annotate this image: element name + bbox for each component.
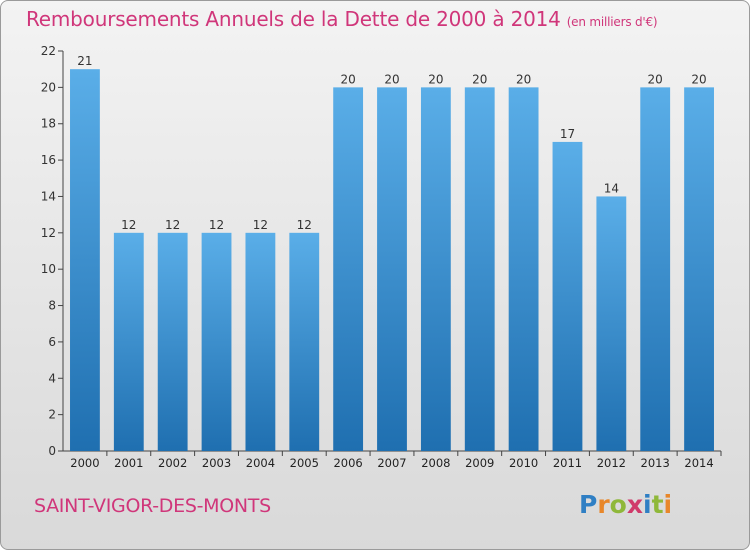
bar-value-label-2003: 12 — [209, 218, 224, 232]
x-tick-label-2000: 2000 — [70, 456, 99, 470]
chart-labels: 2000 21 2001 12 2002 12 2003 12 2004 12 2005 12 2006… — [70, 54, 713, 470]
bar-value-label-2007: 20 — [384, 72, 399, 86]
logo-letter: P — [579, 490, 598, 519]
bar-2004 — [245, 232, 276, 451]
y-tick-label: 18 — [41, 117, 56, 131]
bar-value-label-2000: 21 — [77, 54, 92, 68]
bar-value-label-2002: 12 — [165, 218, 180, 232]
x-tick-label-2004: 2004 — [246, 456, 275, 470]
bar-2006 — [333, 87, 364, 451]
bar-value-label-2011: 17 — [560, 127, 575, 141]
bar-value-label-2006: 20 — [340, 72, 355, 86]
logo-letter: r — [597, 490, 610, 519]
bar-2014 — [684, 87, 714, 451]
bar-value-label-2005: 12 — [297, 218, 312, 232]
bar-2002 — [157, 232, 188, 451]
x-tick-label-2006: 2006 — [333, 456, 362, 470]
y-tick-label: 10 — [41, 262, 56, 276]
x-tick-label-2011: 2011 — [553, 456, 582, 470]
commune-name: SAINT-VIGOR-DES-MONTS — [34, 495, 271, 517]
bar-2009 — [464, 87, 495, 451]
y-tick-label: 20 — [41, 80, 56, 94]
logo-letter: t — [651, 490, 664, 519]
logo-letter: i — [643, 490, 652, 519]
x-tick-label-2014: 2014 — [684, 456, 713, 470]
x-tick-label-2013: 2013 — [641, 456, 670, 470]
chart-bars — [70, 69, 714, 451]
bar-value-label-2010: 20 — [516, 72, 531, 86]
y-tick-label: 22 — [41, 44, 56, 58]
logo-letter: i — [663, 490, 673, 519]
bar-2010 — [508, 87, 539, 451]
bar-2001 — [113, 232, 144, 451]
bar-2003 — [201, 232, 232, 451]
y-tick-label: 4 — [48, 371, 56, 385]
x-tick-label-2010: 2010 — [509, 456, 538, 470]
bar-2013 — [640, 87, 671, 451]
logo-letter: x — [626, 490, 643, 519]
chart-subtitle: (en milliers d'€) — [566, 15, 658, 29]
bar-2008 — [420, 87, 451, 451]
y-tick-label: 0 — [48, 444, 56, 458]
x-tick-label-2003: 2003 — [202, 456, 231, 470]
logo-letter: o — [609, 490, 627, 519]
bar-value-label-2013: 20 — [648, 72, 663, 86]
chart-title-text: Remboursements Annuels de la Dette de 20… — [26, 7, 561, 31]
bar-value-label-2012: 14 — [604, 181, 619, 195]
proxiti-logo: Proxiti — [579, 490, 672, 519]
bar-2012 — [596, 196, 627, 451]
bar-value-label-2008: 20 — [428, 72, 443, 86]
x-tick-label-2012: 2012 — [597, 456, 626, 470]
y-tick-label: 8 — [48, 299, 56, 313]
bar-value-label-2004: 12 — [253, 218, 268, 232]
x-tick-label-2005: 2005 — [290, 456, 319, 470]
y-tick-label: 14 — [41, 189, 56, 203]
bar-2000 — [70, 69, 100, 451]
x-tick-label-2008: 2008 — [421, 456, 450, 470]
y-tick-label: 6 — [48, 335, 56, 349]
bar-value-label-2014: 20 — [691, 72, 706, 86]
chart-title: Remboursements Annuels de la Dette de 20… — [26, 7, 658, 31]
bar-2005 — [289, 232, 320, 451]
bar-value-label-2009: 20 — [472, 72, 487, 86]
y-tick-label: 12 — [41, 226, 56, 240]
bar-value-label-2001: 12 — [121, 218, 136, 232]
y-tick-label: 16 — [41, 153, 56, 167]
x-tick-label-2009: 2009 — [465, 456, 494, 470]
bar-2011 — [552, 141, 583, 451]
x-tick-label-2001: 2001 — [114, 456, 143, 470]
bar-2007 — [377, 87, 407, 451]
x-tick-label-2007: 2007 — [377, 456, 406, 470]
y-tick-label: 2 — [48, 408, 56, 422]
x-tick-label-2002: 2002 — [158, 456, 187, 470]
